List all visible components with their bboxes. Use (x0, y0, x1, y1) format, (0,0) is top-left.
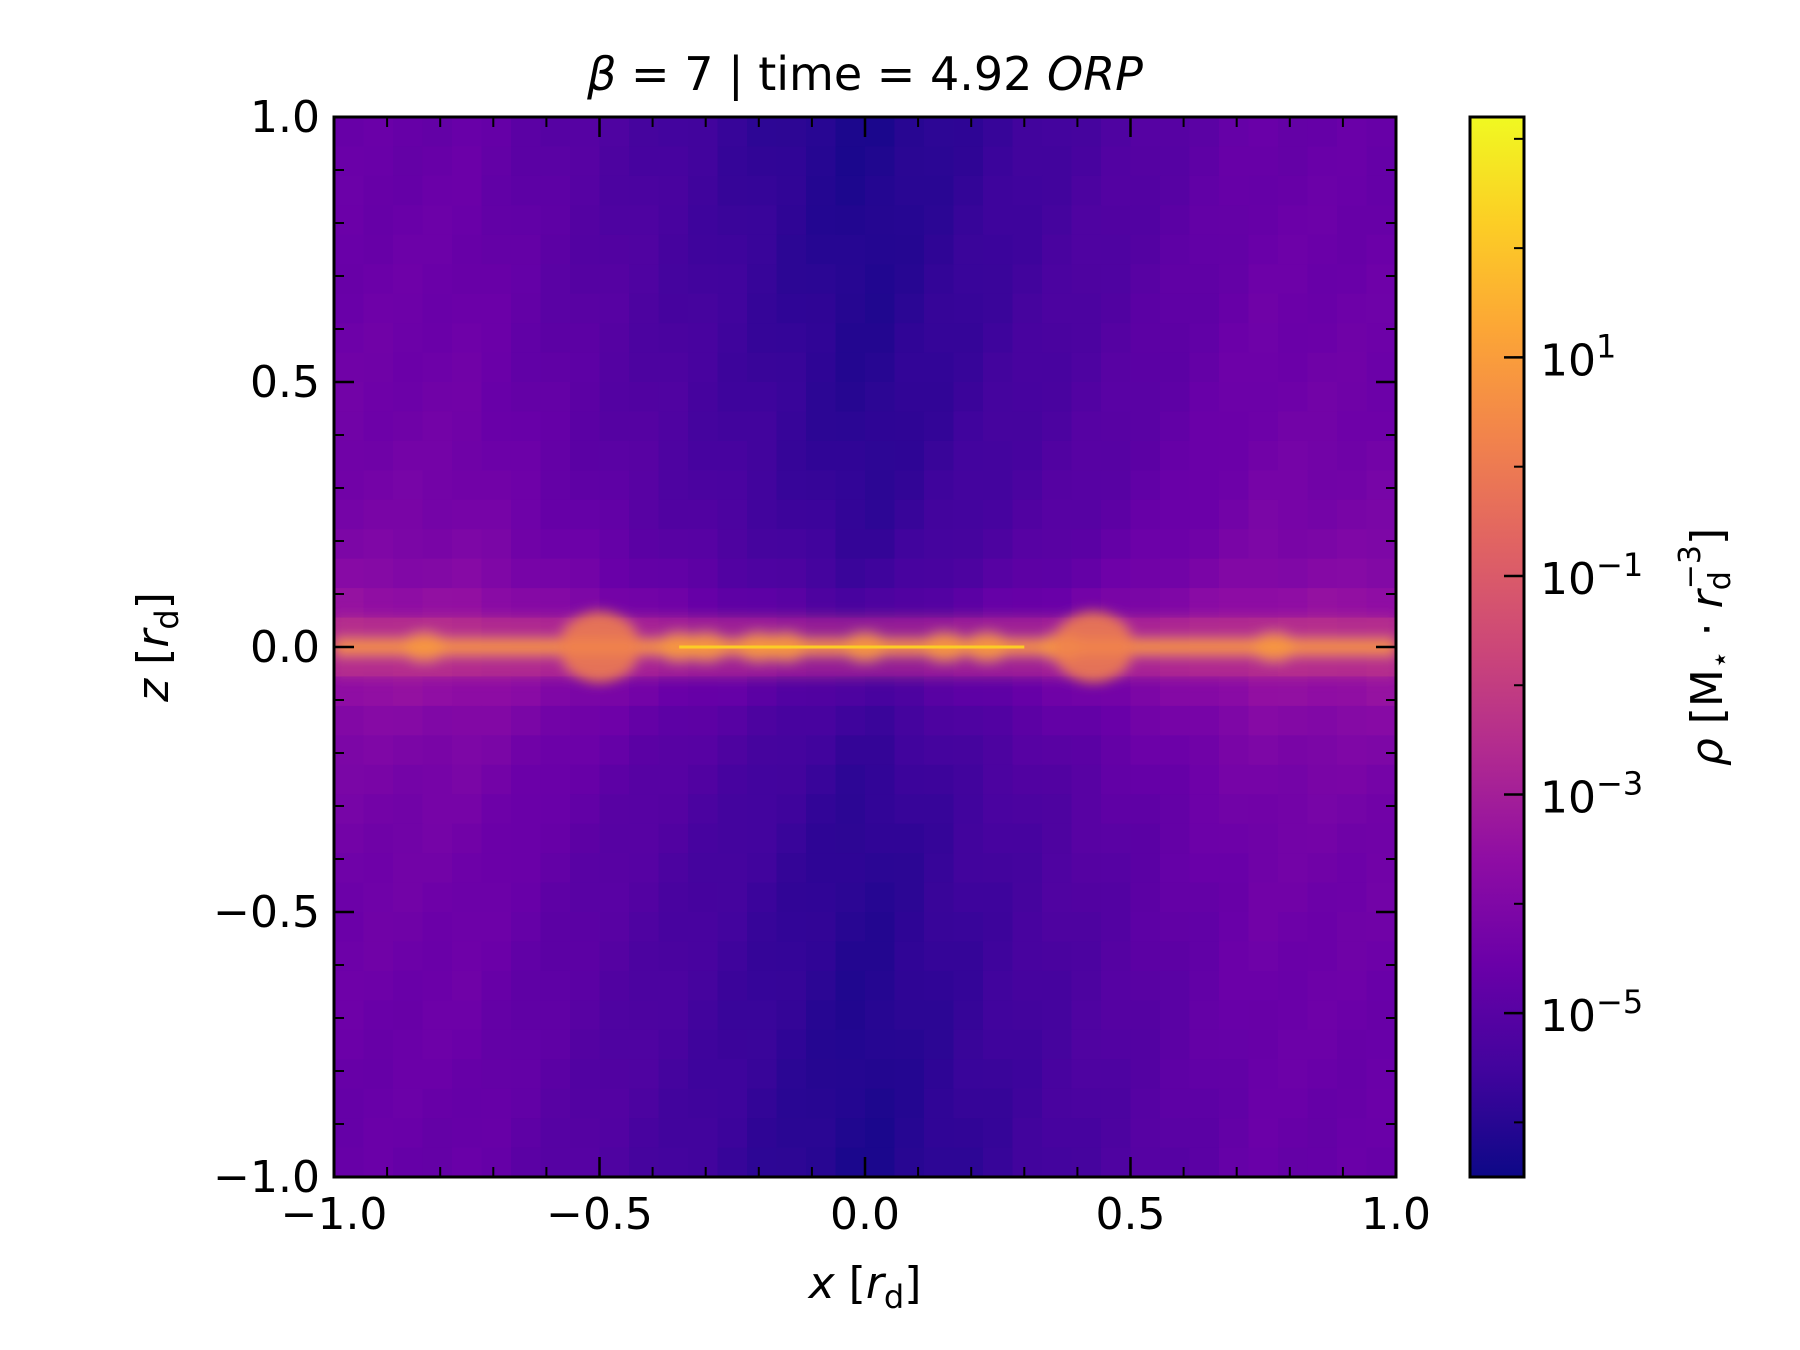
y-tick-label: −1.0 (213, 1152, 320, 1203)
x-axis-label: x [rd] (807, 1258, 922, 1316)
x-tick-label: 0.5 (1096, 1189, 1166, 1240)
y-tick-label: 0.5 (250, 357, 320, 408)
y-tick-label: −0.5 (213, 887, 320, 938)
y-tick-label: 1.0 (250, 92, 320, 143)
colorbar-tick-label: 10−3 (1540, 765, 1643, 824)
colorbar-tick-label: 101 (1540, 327, 1616, 386)
x-axis: −1.0 −0.5 0.0 0.5 1.0 (281, 117, 1431, 1240)
colorbar-tick-label: 10−5 (1540, 983, 1643, 1042)
y-axis-label: z [rd] (128, 592, 186, 703)
colorbar (1470, 117, 1524, 1177)
y-tick-label: 0.0 (250, 622, 320, 673)
density-heatmap (334, 117, 1396, 1177)
colorbar-tick-label: 10−1 (1540, 546, 1643, 605)
x-tick-label: −1.0 (281, 1189, 388, 1240)
x-tick-label: −0.5 (546, 1189, 653, 1240)
x-tick-label: 0.0 (830, 1189, 900, 1240)
colorbar-frame (1468, 115, 1526, 1179)
x-tick-label: 1.0 (1361, 1189, 1431, 1240)
colorbar-axis: 101 10−1 10−3 10−5 (1504, 137, 1643, 1124)
chart-title: β = 7 | time = 4.92 ORP (586, 47, 1143, 102)
y-axis: −1.0 −0.5 0.0 0.5 1.0 (213, 92, 1396, 1203)
colorbar-label: ρ [M⋆ · rd−3] (1673, 528, 1738, 766)
